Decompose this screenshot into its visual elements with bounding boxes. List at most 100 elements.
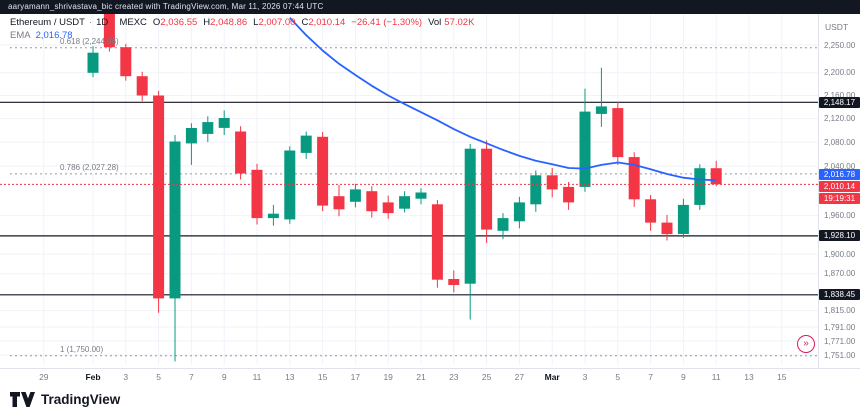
candle-body: [661, 222, 673, 235]
ema-label: EMA: [10, 30, 31, 41]
level-price-tag: 1,838.45: [819, 289, 860, 301]
price-axis-label: 1,791.00: [824, 322, 856, 332]
attribution-text: aaryamann_shrivastava_bic created with T…: [8, 2, 324, 11]
ema-line: [289, 17, 717, 182]
candle-body: [694, 168, 706, 205]
chart-legend: Ethereum / USDT · 1D · MEXC O2,036.55 H2,048.8…: [10, 17, 474, 41]
open-value: 2,036.55: [160, 17, 198, 28]
chevron-right-icon: »: [803, 338, 809, 349]
time-axis[interactable]: 29 Feb 3 5 7 9 11 13 15 17 19 21 23 25 27 Mar 3 5 7 9 11 13 15: [0, 368, 860, 384]
time-axis-label: 19: [383, 372, 393, 382]
close-value: 2,010.14: [308, 17, 346, 28]
attribution-bar: aaryamann_shrivastava_bic created with T…: [0, 0, 860, 14]
candle-body: [349, 189, 361, 202]
candle-body: [251, 169, 263, 219]
time-axis-label: 3: [123, 372, 129, 382]
candle-body: [267, 213, 279, 219]
volume-label: Vol: [428, 17, 442, 28]
price-axis-label: 1,960.00: [824, 211, 856, 221]
candle-body: [530, 175, 542, 205]
price-axis-label: 2,250.00: [824, 40, 856, 50]
candle-body: [333, 196, 345, 210]
time-axis-label: 17: [350, 372, 361, 382]
chart-area[interactable]: Ethereum / USDT · 1D · MEXC O2,036.55 H2,048.8…: [0, 14, 860, 368]
tradingview-wordmark: TradingView: [41, 391, 121, 407]
time-axis-label: 21: [416, 372, 426, 382]
candle-body: [563, 186, 575, 203]
candle-body: [153, 95, 165, 299]
price-axis[interactable]: USDT 2,250.00 2,200.00 2,160.00 2,120.00 2,0…: [818, 14, 860, 368]
price-axis-label: 1,870.00: [824, 269, 856, 279]
level-price-tag: 1,928.10: [819, 230, 860, 242]
last-price-tag: 2,010.14: [819, 181, 860, 193]
volume-value: 57.02K: [444, 17, 475, 28]
time-axis-label: 13: [285, 372, 295, 382]
tradingview-logo-icon: [10, 391, 35, 407]
time-axis-label: Feb: [85, 372, 101, 382]
candle-body: [235, 131, 247, 174]
tradingview-logo[interactable]: TradingView: [10, 391, 121, 407]
interval-label[interactable]: 1D: [96, 17, 109, 28]
candle-body: [366, 191, 378, 212]
ema-value: 2,016.78: [35, 30, 73, 41]
time-axis-label: 11: [252, 372, 262, 382]
bar-countdown-tag: 19:19:31: [819, 193, 860, 205]
price-axis-label: 2,160.00: [824, 91, 856, 100]
candle-body: [284, 150, 296, 220]
candle-body: [497, 218, 509, 231]
time-axis-label: 23: [449, 372, 459, 382]
time-axis-label: 25: [481, 372, 492, 382]
high-label: H: [203, 17, 211, 28]
price-chart-canvas[interactable]: [0, 14, 860, 368]
candle-body: [645, 199, 657, 223]
indicator-row[interactable]: EMA 2,016.78: [10, 30, 474, 41]
candle-body: [415, 192, 427, 199]
candle-body: [185, 128, 197, 144]
low-label: L: [253, 17, 259, 28]
time-axis-label: 11: [711, 372, 721, 382]
time-axis-label: 29: [39, 372, 49, 382]
candle-body: [546, 175, 558, 190]
price-axis-label: 2,080.00: [824, 137, 856, 147]
time-axis-label: 7: [648, 372, 653, 382]
price-axis-label: 1,900.00: [824, 249, 856, 259]
time-axis-label: 7: [189, 372, 194, 382]
currency-label: USDT: [825, 22, 849, 32]
candle-body: [677, 204, 689, 234]
candle-body: [464, 148, 476, 284]
ema-price-tag: 2,016.78: [819, 169, 860, 181]
fib-level-label: 0.618 (2,244.96): [60, 36, 119, 46]
exchange-label[interactable]: MEXC: [119, 17, 147, 28]
candle-body: [431, 204, 443, 280]
time-axis-label: 15: [777, 372, 787, 382]
time-axis-label: 9: [221, 372, 227, 382]
candle-body: [300, 135, 312, 153]
symbol-name[interactable]: Ethereum / USDT: [10, 17, 85, 28]
time-axis-label: Mar: [544, 372, 560, 382]
candle-body: [628, 157, 640, 200]
time-axis-label: 27: [514, 372, 525, 382]
low-value: 2,007.00: [258, 17, 296, 28]
price-axis-label: 1,815.00: [824, 306, 856, 316]
candle-body: [513, 202, 525, 222]
candle-body: [579, 111, 591, 187]
time-axis-label: 9: [681, 372, 686, 382]
fib-level-label: 0.786 (2,027.28): [60, 162, 119, 172]
separator-dot: ·: [112, 17, 116, 28]
candle-body: [87, 52, 99, 73]
price-axis-label: 2,040.00: [824, 161, 856, 171]
time-axis-label: 15: [317, 372, 328, 382]
candle-body: [202, 122, 214, 134]
price-axis-label: 2,120.00: [824, 114, 856, 124]
fib-level-label: 1 (1,750.00): [60, 344, 104, 354]
separator-dot: ·: [88, 17, 93, 28]
symbol-row[interactable]: Ethereum / USDT · 1D · MEXC O2,036.55 H2,048.8…: [10, 17, 474, 28]
candle-body: [612, 108, 624, 158]
candle-body: [103, 14, 115, 48]
candle-body: [595, 106, 607, 114]
go-to-realtime-button[interactable]: »: [797, 335, 815, 353]
candle-body: [399, 196, 411, 209]
price-axis-label: 2,200.00: [824, 68, 856, 78]
candle-body: [218, 118, 230, 128]
time-axis-label: 5: [615, 372, 621, 382]
